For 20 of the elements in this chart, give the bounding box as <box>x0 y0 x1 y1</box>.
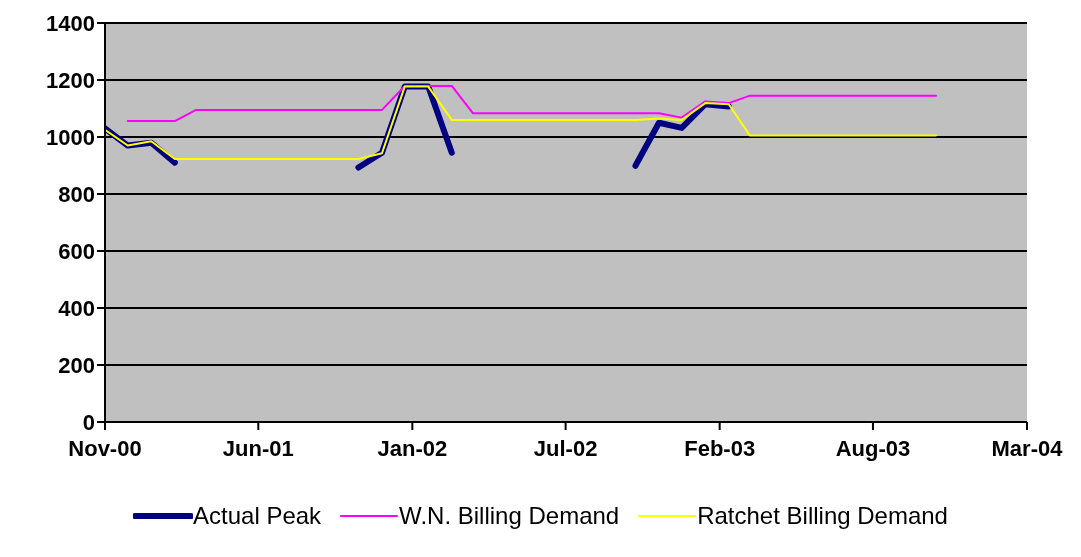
x-tick-label: Aug-03 <box>835 435 911 461</box>
x-tick-label: Jun-01 <box>222 435 294 461</box>
x-tick-label: Jan-02 <box>377 435 448 461</box>
y-tick-label: 1000 <box>46 124 95 150</box>
y-tick-label: 800 <box>58 181 95 207</box>
y-tick-label: 1400 <box>46 10 95 36</box>
legend-label: Ratchet Billing Demand <box>697 502 948 530</box>
x-tick-label: Nov-00 <box>68 435 142 461</box>
x-tick-label: Feb-03 <box>684 435 756 461</box>
y-tick-label: 600 <box>58 238 95 264</box>
legend-label: W.N. Billing Demand <box>399 502 620 530</box>
x-tick-label: Jul-02 <box>533 435 598 461</box>
legend-label: Actual Peak <box>193 502 322 530</box>
line-series <box>105 85 937 160</box>
y-tick-label: 1200 <box>46 67 95 93</box>
y-tick-label: 400 <box>58 295 95 321</box>
x-tick-label: Mar-04 <box>991 435 1064 461</box>
y-tick-label: 0 <box>82 409 95 435</box>
line-series <box>126 84 937 123</box>
y-tick-label: 200 <box>58 352 95 378</box>
